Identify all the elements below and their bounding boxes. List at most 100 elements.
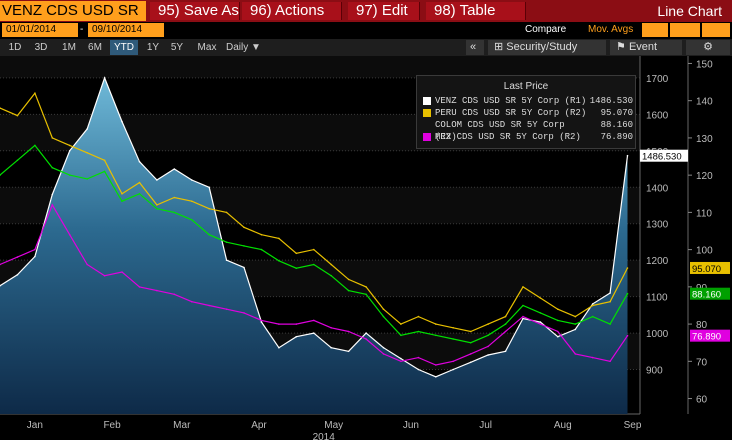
data-point — [557, 308, 559, 310]
data-point — [278, 260, 280, 262]
data-point — [173, 211, 176, 214]
data-point — [68, 174, 71, 176]
legend-item: VENZ CDS USD SR 5Y Corp (R1) 1486.530 — [423, 95, 633, 107]
period-1m[interactable]: 1M — [62, 42, 76, 53]
data-point — [156, 289, 158, 292]
data-point — [34, 144, 36, 147]
data-point — [173, 196, 176, 199]
actions-button[interactable]: 96) Actions — [242, 2, 342, 20]
period-bar: 1D 3D 1M 6M YTD 1Y 5Y Max Daily ▼ « ⊞ Se… — [0, 39, 732, 56]
r2-tick-label: 110 — [696, 208, 712, 219]
data-point — [435, 364, 437, 366]
data-point — [191, 219, 193, 221]
frequency-select[interactable]: Daily ▼ — [226, 40, 272, 55]
data-point — [260, 233, 263, 236]
security-study-button[interactable]: ⊞ Security/Study — [488, 40, 606, 55]
data-point — [330, 327, 333, 329]
data-point — [539, 312, 542, 314]
r1-tick-label: 1100 — [646, 293, 668, 304]
data-point — [313, 319, 315, 322]
data-point — [16, 114, 19, 117]
last-value-tags: 1486.530 95.070 88.160 76.890 — [640, 149, 730, 343]
data-point — [609, 323, 611, 325]
data-point — [16, 256, 19, 258]
x-tick-label: Jun — [403, 420, 419, 431]
period-6m[interactable]: 6M — [88, 42, 102, 53]
r1-tick-label: 1600 — [646, 110, 669, 121]
data-point — [208, 304, 210, 307]
security-ticker[interactable]: VENZ CDS USD SR 5Y — [0, 1, 146, 39]
data-point — [452, 368, 455, 371]
legend-name: PERU CDS USD SR 5Y Corp (R2) — [435, 108, 587, 118]
data-point — [469, 330, 472, 333]
period-1d[interactable]: 1D — [8, 42, 22, 53]
option-slot-3[interactable] — [702, 23, 730, 37]
mov-avgs-button[interactable]: Mov. Avgs — [588, 24, 634, 35]
data-point — [626, 292, 629, 295]
option-slot-1[interactable] — [642, 23, 668, 37]
table-button[interactable]: 98) Table — [426, 2, 526, 20]
event-button[interactable]: ⚑ Event — [610, 40, 682, 55]
frequency-label: Daily — [226, 42, 249, 53]
value-tag-label: 1486.530 — [642, 152, 682, 163]
data-point — [313, 332, 315, 334]
r2-tick-label: 140 — [696, 97, 713, 108]
data-point — [469, 361, 472, 364]
r2-tick-label: 150 — [696, 59, 713, 70]
data-point — [487, 334, 489, 337]
legend-title: Last Price — [503, 81, 549, 92]
data-point — [626, 267, 629, 269]
data-point — [243, 266, 245, 269]
data-point — [487, 323, 489, 325]
r1-tick-label: 1000 — [646, 329, 669, 340]
data-point — [539, 297, 542, 299]
data-point — [400, 357, 402, 360]
data-point — [365, 293, 367, 296]
edit-button[interactable]: 97) Edit — [348, 2, 420, 20]
data-point — [417, 330, 420, 333]
compare-button[interactable]: Compare — [525, 24, 567, 35]
period-3d[interactable]: 3D — [34, 42, 48, 53]
data-point — [243, 312, 245, 314]
title-toolbar: VENZ CDS USD SR 5Y 95) Save As 96) Actio… — [0, 0, 732, 39]
data-point — [278, 346, 280, 349]
r2-tick-label: 60 — [696, 395, 708, 406]
r1-tick-label: 1200 — [646, 256, 669, 267]
r2-tick-label: 120 — [696, 171, 713, 182]
period-5y[interactable]: 5Y — [170, 42, 184, 53]
flag-icon: ⚑ — [616, 41, 626, 53]
data-point — [609, 300, 611, 303]
data-point — [260, 319, 263, 322]
period-max[interactable]: Max — [197, 42, 217, 53]
x-tick-label: Feb — [103, 420, 121, 431]
start-date-field[interactable]: 01/01/2014 — [2, 23, 78, 37]
data-point — [34, 255, 36, 258]
end-date-field[interactable]: 09/10/2014 — [88, 23, 164, 37]
period-ytd[interactable]: YTD — [110, 40, 138, 55]
option-slot-2[interactable] — [670, 23, 700, 37]
data-point — [173, 168, 176, 170]
data-point — [400, 334, 402, 337]
period-1y[interactable]: 1Y — [146, 42, 160, 53]
data-point — [609, 292, 611, 294]
gear-icon[interactable]: ⚙ — [686, 40, 730, 55]
data-point — [522, 317, 524, 320]
data-point — [574, 353, 577, 355]
legend-value: 95.070 — [600, 108, 633, 118]
value-tag-bg — [690, 329, 730, 342]
data-point — [591, 304, 594, 307]
legend-name: COLOM CDS USD SR 5Y Corp (R2) — [435, 120, 565, 142]
data-point — [539, 323, 542, 325]
data-point — [260, 321, 263, 323]
data-point — [504, 315, 507, 318]
data-point — [469, 341, 472, 344]
save-as-button[interactable]: 95) Save As — [150, 2, 240, 20]
data-point — [452, 360, 455, 363]
data-point — [557, 330, 559, 333]
r1-tick-label: 1300 — [646, 220, 669, 231]
plot-band — [0, 56, 640, 78]
data-point — [591, 303, 594, 305]
data-point — [313, 248, 315, 251]
collapse-icon[interactable]: « — [466, 40, 484, 55]
data-point — [417, 315, 420, 318]
